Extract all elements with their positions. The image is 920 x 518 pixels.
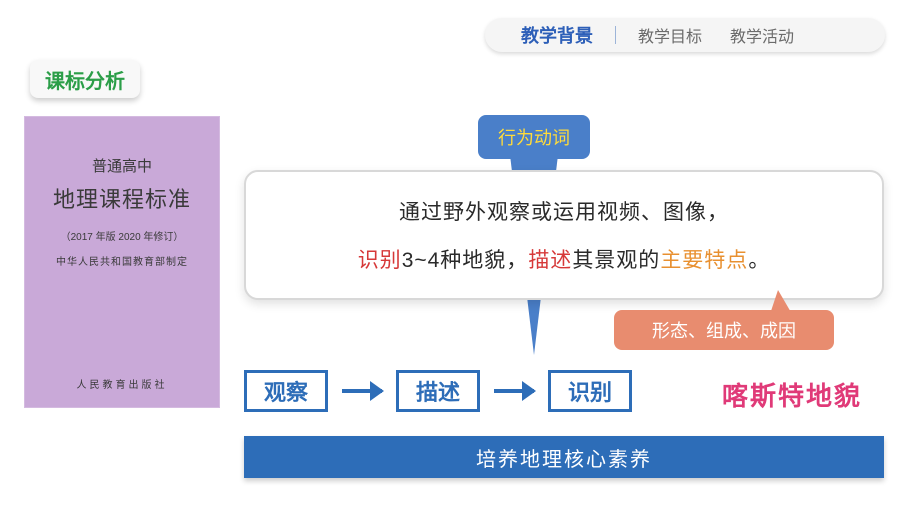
flow-step-describe: 描述 (396, 370, 480, 412)
text-features: 主要特点 (660, 249, 748, 272)
book-title: 地理课程标准 (39, 182, 205, 214)
topic-label: 喀斯特地貌 (722, 376, 862, 413)
book-author: 中华人民共和国教育部制定 (39, 253, 205, 268)
book-cover: 普通高中 地理课程标准 （2017 年版 2020 年修订） 中华人民共和国教育… (24, 116, 220, 408)
flow-arrow-1 (342, 389, 382, 393)
content-box: 通过野外观察或运用视频、图像， 识别3~4种地貌，描述其景观的主要特点。 (244, 170, 884, 300)
text-period: 。 (748, 249, 770, 272)
verb-describe: 描述 (528, 249, 572, 272)
bottom-banner: 培养地理核心素养 (244, 436, 884, 478)
flow-step-observe: 观察 (244, 370, 328, 412)
book-publisher: 人民教育出版社 (25, 376, 219, 391)
callout-verb: 行为动词 (478, 115, 590, 159)
content-line-1: 通过野外观察或运用视频、图像， (282, 196, 846, 226)
verb-identify: 识别 (358, 249, 402, 272)
nav-item-objectives[interactable]: 教学目标 (624, 23, 716, 47)
book-subtitle: 普通高中 (39, 155, 205, 176)
callout-detail: 形态、组成、成因 (614, 310, 834, 350)
section-tag: 课标分析 (30, 60, 140, 98)
text-types: 3~4种地貌， (402, 249, 529, 272)
flow-row: 观察 描述 识别 (244, 370, 632, 412)
nav-bar: 教学背景 教学目标 教学活动 (485, 18, 885, 52)
flow-arrow-2 (494, 389, 534, 393)
content-line-2: 识别3~4种地貌，描述其景观的主要特点。 (282, 244, 846, 274)
book-edition: （2017 年版 2020 年修订） (39, 228, 205, 243)
nav-item-background[interactable]: 教学背景 (507, 22, 607, 48)
text-landscape: 其景观的 (572, 249, 660, 272)
nav-item-activities[interactable]: 教学活动 (716, 23, 808, 47)
nav-divider (615, 26, 616, 44)
flow-step-identify: 识别 (548, 370, 632, 412)
